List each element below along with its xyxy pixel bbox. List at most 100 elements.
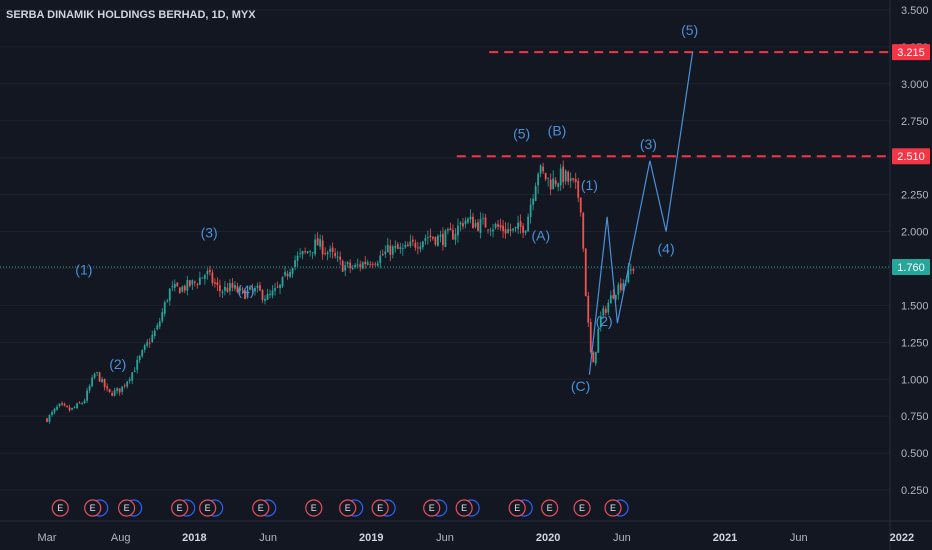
candle-body <box>133 370 136 372</box>
earnings-marker-label: E <box>124 503 130 513</box>
candle-body <box>562 166 565 183</box>
wave-labels: (1) (2) (3) (4) (5) (B) (A) (1) (2) (C) (3) (4) (5) <box>75 22 698 394</box>
candle-body <box>329 248 332 252</box>
candle-body <box>577 180 580 198</box>
earnings-marker-label: E <box>57 503 63 513</box>
candle-body <box>572 178 575 180</box>
time-tick-label: 2019 <box>359 532 383 544</box>
candle-body <box>597 328 600 353</box>
candle-body <box>186 279 189 291</box>
candle-body <box>434 237 437 245</box>
candle-body <box>356 264 359 266</box>
earnings-marker-label: E <box>311 503 317 513</box>
candle-body <box>46 418 48 422</box>
wave-label: (4) <box>658 241 675 257</box>
wave-label: (4) <box>237 282 254 298</box>
earnings-marker-label: E <box>205 503 211 513</box>
candle-body <box>171 286 174 288</box>
last-price-tag <box>892 258 930 275</box>
candle-body <box>128 379 131 381</box>
candle-body <box>502 225 504 232</box>
candle-body <box>306 251 309 254</box>
candle-body <box>88 386 91 391</box>
candle-body <box>532 198 535 205</box>
candle-body <box>78 402 81 404</box>
time-tick-label: Jun <box>790 532 808 544</box>
candle-body <box>98 372 101 382</box>
candle-body <box>219 285 221 292</box>
earnings-marker <box>541 499 559 517</box>
candle-body <box>404 244 407 248</box>
candle-body <box>261 290 264 300</box>
candle-body <box>614 295 617 300</box>
candle-body <box>557 183 560 187</box>
candle-body <box>83 400 86 404</box>
earnings-marker <box>455 499 473 517</box>
candle-body <box>81 403 83 404</box>
candle-body <box>271 290 274 296</box>
candle-body <box>213 282 216 284</box>
candle-body <box>582 212 585 249</box>
candle-body <box>301 251 304 255</box>
candle-body <box>321 240 324 255</box>
candle-body <box>396 244 399 249</box>
candle-body <box>459 222 462 225</box>
candle-body <box>376 263 379 266</box>
candle-body <box>529 204 532 218</box>
candle-body <box>336 256 339 258</box>
candle-body <box>494 223 497 228</box>
candle-body <box>452 229 454 240</box>
time-axis[interactable]: Mar Aug 2018 Jun 2019 Jun 2020 Jun 2021 Jun 2022 <box>38 532 915 544</box>
candle-body <box>627 268 630 283</box>
candle-body <box>311 252 314 254</box>
candle-body <box>58 403 61 407</box>
candle-body <box>602 308 605 316</box>
candle-body <box>266 294 269 300</box>
candle-body <box>617 284 620 295</box>
candle-body <box>239 287 241 291</box>
price-tick-label: 1.250 <box>901 337 929 349</box>
price-tick-label: 2.250 <box>901 190 929 202</box>
candle-body <box>599 316 602 328</box>
earnings-marker <box>252 499 270 517</box>
candle-body <box>544 172 547 180</box>
earnings-marker <box>339 499 357 517</box>
candle-body <box>319 239 322 247</box>
candle-body <box>279 284 281 289</box>
candle-body <box>487 229 489 231</box>
candle-body <box>231 283 234 288</box>
candle-body <box>76 403 78 409</box>
candle-body <box>467 218 469 223</box>
candle-body <box>136 359 139 370</box>
candle-body <box>549 179 552 190</box>
candle-body <box>419 246 422 250</box>
earnings-marker <box>371 499 389 517</box>
candle-body <box>264 298 266 301</box>
earnings-marker <box>199 499 217 517</box>
earnings-marker <box>604 499 622 517</box>
candle-body <box>206 270 209 275</box>
candle-body <box>224 286 226 291</box>
earnings-marker-label: E <box>579 503 585 513</box>
candle-body <box>414 242 417 248</box>
candle-body <box>554 180 557 185</box>
candle-body <box>151 334 154 343</box>
candle-body <box>284 271 286 276</box>
candle-body <box>61 403 63 405</box>
candle-body <box>63 403 66 406</box>
candle-body <box>457 225 459 236</box>
candle-body <box>629 269 632 271</box>
candle-body <box>426 237 429 238</box>
candle-body <box>391 246 394 255</box>
candle-body <box>589 321 592 353</box>
candle-body <box>191 280 194 285</box>
candle-body <box>53 408 56 413</box>
candle-body <box>361 262 364 269</box>
candle-body <box>66 405 68 407</box>
wave-label: (5) <box>681 22 698 38</box>
candle-body <box>48 415 51 422</box>
candle-body <box>296 255 299 261</box>
